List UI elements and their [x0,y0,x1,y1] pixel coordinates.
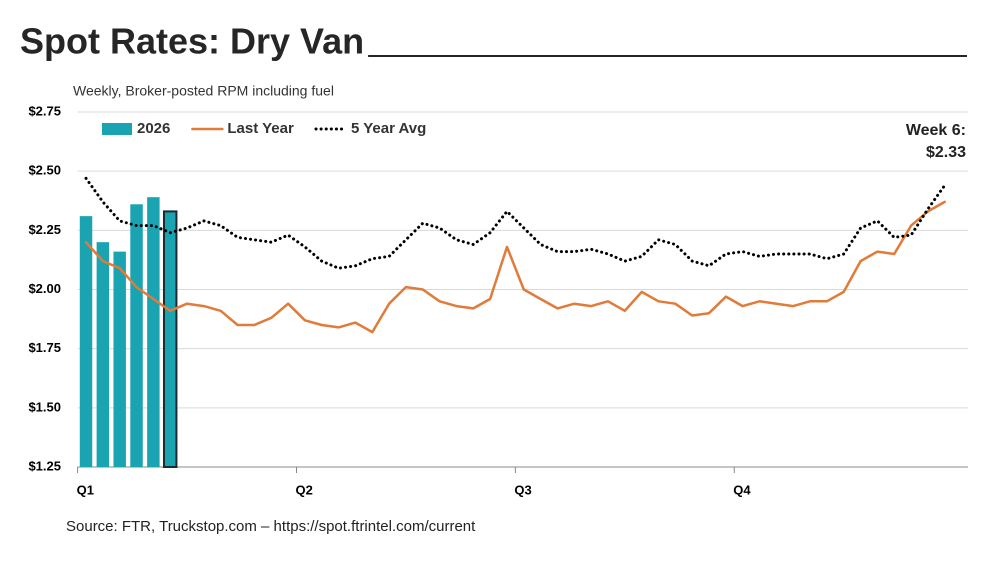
y-tick-label: $1.75 [28,340,61,355]
annotation: Week 6: [906,122,966,139]
bar [96,242,110,467]
legend-label: Last Year [227,120,294,137]
line [84,176,947,270]
annotation: $2.33 [926,144,966,161]
bar [147,197,160,467]
bar [79,216,93,467]
y-tick-label: $1.25 [28,458,61,473]
legend-swatch [102,123,132,135]
bar [162,210,178,468]
x-tick-label: Q3 [514,482,531,497]
bar [130,204,143,468]
y-tick-label: $2.50 [28,163,61,178]
source-note: Source: FTR, Truckstop.com – https://spo… [66,518,476,535]
line [84,200,946,334]
legend-label: 5 Year Avg [351,120,426,137]
y-tick-label: $2.75 [28,103,61,118]
x-tick-label: Q4 [733,482,751,497]
legend-label: 2026 [137,120,170,137]
x-tick-label: Q1 [77,482,94,497]
y-tick-label: $1.50 [28,399,61,414]
bar [113,251,126,467]
y-tick-label: $2.00 [28,281,61,296]
y-tick-label: $2.25 [28,222,61,237]
x-tick-label: Q2 [295,482,312,497]
chart-subtitle: Weekly, Broker-posted RPM including fuel [73,83,334,99]
chart-title: Spot Rates: Dry Van [20,21,364,62]
